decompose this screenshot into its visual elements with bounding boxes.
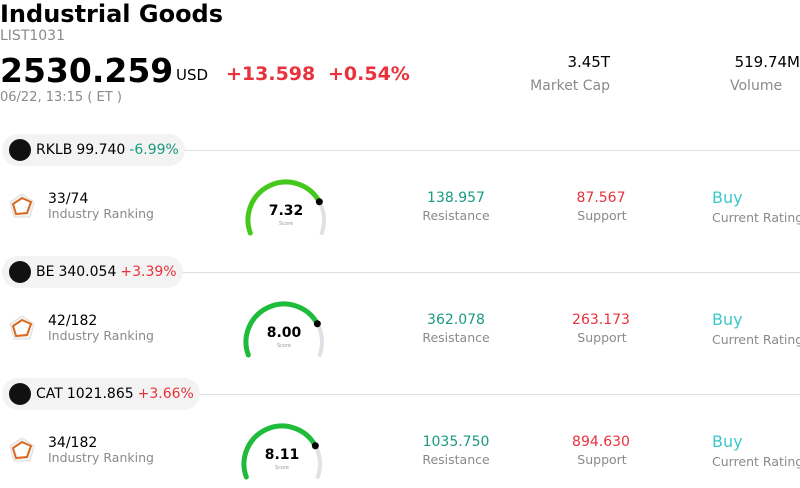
support: 87.567 <box>576 190 626 206</box>
rating-label: Current Rating <box>712 332 800 347</box>
support-label: Support <box>577 452 627 467</box>
gauge-fill <box>241 423 318 480</box>
resistance: 138.957 <box>427 190 485 206</box>
divider <box>180 394 800 395</box>
resistance: 362.078 <box>427 312 485 328</box>
title: Industrial Goods <box>0 0 224 28</box>
gauge-dot <box>311 442 319 450</box>
stock-ticker: BE <box>36 264 55 280</box>
ranking-icon <box>9 315 35 340</box>
stock-change-pct: +3.66% <box>137 386 194 402</box>
support-label: Support <box>577 208 627 223</box>
stock-ticker: CAT <box>36 386 63 402</box>
price: 2530.259 <box>0 51 174 90</box>
stock-price: 340.054 <box>58 264 117 280</box>
ranking: 42/182 <box>48 313 98 329</box>
stock-change-pct: -6.99% <box>129 142 179 158</box>
icon-shape <box>11 196 33 216</box>
list-id: LIST1031 <box>0 28 65 44</box>
stock-price: 99.740 <box>76 142 126 158</box>
resistance-label: Resistance <box>422 208 490 223</box>
stock-change-pct: +3.39% <box>120 264 177 280</box>
stock-logo <box>9 139 31 161</box>
score-label: Score <box>277 343 291 349</box>
ranking-label: Industry Ranking <box>48 328 154 343</box>
divider <box>180 150 800 151</box>
stock-logo <box>9 383 31 405</box>
score: 8.11 <box>265 447 300 463</box>
score-gauge: 8.11 Score <box>241 423 322 480</box>
score: 7.32 <box>269 203 304 219</box>
volume: 519.74M <box>734 53 800 71</box>
rating: Buy <box>712 188 743 207</box>
rating: Buy <box>712 432 743 451</box>
stock-pill: CAT 1021.865 +3.66% <box>2 378 200 410</box>
icon-shape <box>11 440 33 460</box>
market-cap: 3.45T <box>567 53 610 71</box>
divider <box>180 272 800 273</box>
stock-price: 1021.865 <box>66 386 134 402</box>
icon-shape <box>11 318 33 338</box>
score-label: Score <box>275 465 289 471</box>
ranking: 33/74 <box>48 191 89 207</box>
ranking-icon <box>9 193 35 218</box>
gauge-dot <box>315 198 323 206</box>
support: 894.630 <box>572 434 630 450</box>
stock-pill: BE 340.054 +3.39% <box>2 256 183 288</box>
stock-ticker: RKLB <box>36 142 73 158</box>
resistance: 1035.750 <box>422 434 490 450</box>
rating-label: Current Rating <box>712 454 800 469</box>
gauge-fill <box>243 301 320 358</box>
score-label: Score <box>279 221 293 227</box>
stock-logo <box>9 261 31 283</box>
ranking-label: Industry Ranking <box>48 206 154 221</box>
resistance-label: Resistance <box>422 330 490 345</box>
change-pct: +0.54% <box>328 63 410 85</box>
resistance-label: Resistance <box>422 452 490 467</box>
score-gauge: 7.32 Score <box>245 179 326 236</box>
ranking-icon <box>9 437 35 462</box>
change: +13.598 <box>226 63 316 85</box>
timestamp: 06/22, 13:15 ( ET ) <box>0 90 122 105</box>
ranking-label: Industry Ranking <box>48 450 154 465</box>
score-gauge: 8.00 Score <box>243 301 324 358</box>
support-label: Support <box>577 330 627 345</box>
support: 263.173 <box>572 312 630 328</box>
stock-pill: RKLB 99.740 -6.99% <box>2 134 185 166</box>
gauge-fill <box>245 179 322 236</box>
rating-label: Current Rating <box>712 210 800 225</box>
market-cap-label: Market Cap <box>530 78 610 94</box>
gauge-dot <box>313 320 321 328</box>
score: 8.00 <box>267 325 302 341</box>
volume-label: Volume <box>730 78 783 94</box>
currency: USD <box>176 66 209 84</box>
rating: Buy <box>712 310 743 329</box>
ranking: 34/182 <box>48 435 98 451</box>
